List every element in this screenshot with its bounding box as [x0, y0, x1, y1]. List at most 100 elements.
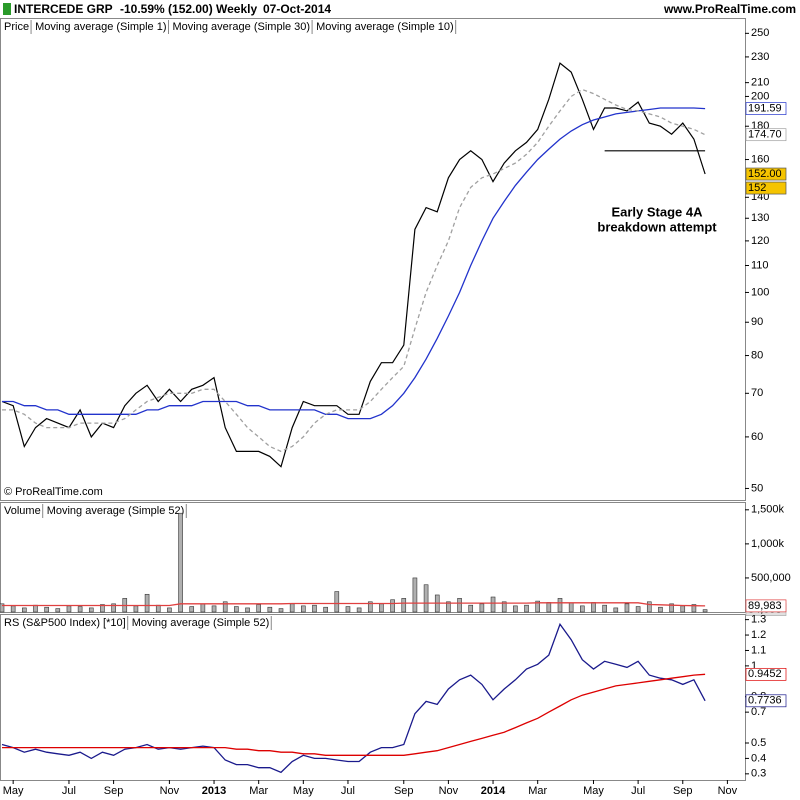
last-value-box [745, 167, 787, 181]
y-tick-label: 1 [751, 660, 757, 672]
last-value-box [745, 667, 787, 681]
copyright: © ProRealTime.com [4, 486, 103, 498]
volume-bar [379, 603, 384, 613]
legend-title: Volume [4, 505, 41, 517]
volume-bar [390, 599, 395, 613]
volume-bar [501, 601, 507, 613]
y-tick-label: 50 [751, 482, 763, 494]
volume-bar [423, 584, 429, 613]
volume-bar [312, 604, 317, 613]
volume-bar [546, 602, 552, 613]
y-tick-label: 250 [751, 27, 769, 39]
volume-bar [479, 603, 485, 613]
volume-bar [367, 601, 373, 613]
volume-bar [446, 601, 451, 613]
y-tick-label: 0.3 [751, 768, 766, 780]
volume-bar [234, 606, 239, 613]
volume-bar [345, 606, 351, 613]
volume-bar [602, 604, 607, 613]
x-tick-label: Nov [718, 785, 738, 797]
last-value-label: 89,983 [748, 600, 782, 612]
legend-title: Price [4, 21, 29, 33]
volume-bar [669, 603, 674, 613]
last-value-label: 152.00 [748, 168, 782, 180]
last-value-box [745, 599, 787, 613]
volume-bar [256, 604, 261, 613]
volume-bar [55, 608, 61, 613]
volume-bar [301, 605, 306, 613]
series-line [2, 602, 706, 607]
volume-bar [278, 608, 284, 613]
volume-bar [513, 605, 518, 613]
volume-bar [200, 603, 206, 613]
last-value-label: 0.7736 [748, 695, 782, 707]
volume-bar [289, 603, 295, 613]
volume-bar [646, 601, 652, 613]
volume-bar [457, 598, 462, 613]
volume-bar [245, 607, 250, 613]
annotation: Early Stage 4A [611, 204, 703, 219]
volume-bar [635, 606, 641, 613]
y-tick-label: 200 [751, 90, 769, 102]
volume-bar [66, 605, 72, 613]
x-tick-label: 2013 [202, 785, 226, 797]
series-line [1, 62, 706, 468]
y-tick-label: 1.1 [751, 644, 766, 656]
y-tick-label: 160 [751, 153, 769, 165]
legend-entry: Moving average (Simple 52) [132, 617, 270, 629]
legend-entry: Moving average (Simple 52) [47, 505, 185, 517]
y-tick-label: 1,000k [751, 538, 785, 550]
volume-bar [100, 604, 105, 613]
period: Weekly [216, 2, 257, 16]
volume-bar [568, 602, 574, 613]
volume-bar [580, 605, 585, 613]
rs-panel [0, 614, 746, 781]
volume-bar [144, 593, 150, 613]
x-tick-label: Sep [104, 785, 124, 797]
volume-bar [189, 606, 195, 613]
series-line [2, 107, 706, 420]
x-tick-label: 2014 [481, 785, 506, 797]
volume-bar [211, 605, 217, 613]
volume-bar [267, 606, 273, 613]
y-tick-label: 130 [751, 212, 769, 224]
volume-bar [22, 607, 27, 613]
volume-bar [0, 603, 5, 613]
y-tick-label: 90 [751, 316, 763, 328]
x-tick-label: Nov [439, 785, 459, 797]
volume-bar [356, 607, 362, 613]
legend-entry: Moving average (Simple 10) [316, 21, 454, 33]
volume-bar [334, 591, 340, 613]
x-tick-label: Sep [673, 785, 693, 797]
volume-bar [133, 605, 139, 613]
last-value-label: 0.9452 [748, 668, 782, 680]
volume-bar [468, 604, 474, 613]
volume-bar [44, 606, 49, 613]
volume-bar [111, 603, 116, 613]
y-tick-label: 0.5 [751, 737, 766, 749]
x-tick-label: Mar [528, 785, 547, 797]
volume-bar [178, 512, 183, 613]
last-value-label: 174.70 [748, 129, 782, 141]
volume-bar [557, 598, 563, 613]
x-tick-label: May [583, 785, 604, 797]
volume-bar [10, 605, 16, 613]
volume-bar [401, 598, 407, 613]
x-tick-label: Jul [341, 785, 355, 797]
x-tick-label: May [293, 785, 314, 797]
y-tick-label: 0.7 [751, 706, 766, 718]
volume-bar [524, 604, 529, 613]
price-panel [0, 18, 746, 501]
y-tick-label: 70 [751, 387, 763, 399]
volume-bar [490, 596, 496, 613]
x-tick-label: Sep [394, 785, 414, 797]
last-value-box [745, 102, 787, 115]
volume-bar [624, 603, 630, 613]
volume-bar [77, 606, 83, 613]
y-tick-label: 1.2 [751, 629, 766, 641]
x-tick-label: Jul [631, 785, 645, 797]
ticker: INTERCEDE GRP [14, 2, 113, 16]
series-line [1, 622, 706, 774]
